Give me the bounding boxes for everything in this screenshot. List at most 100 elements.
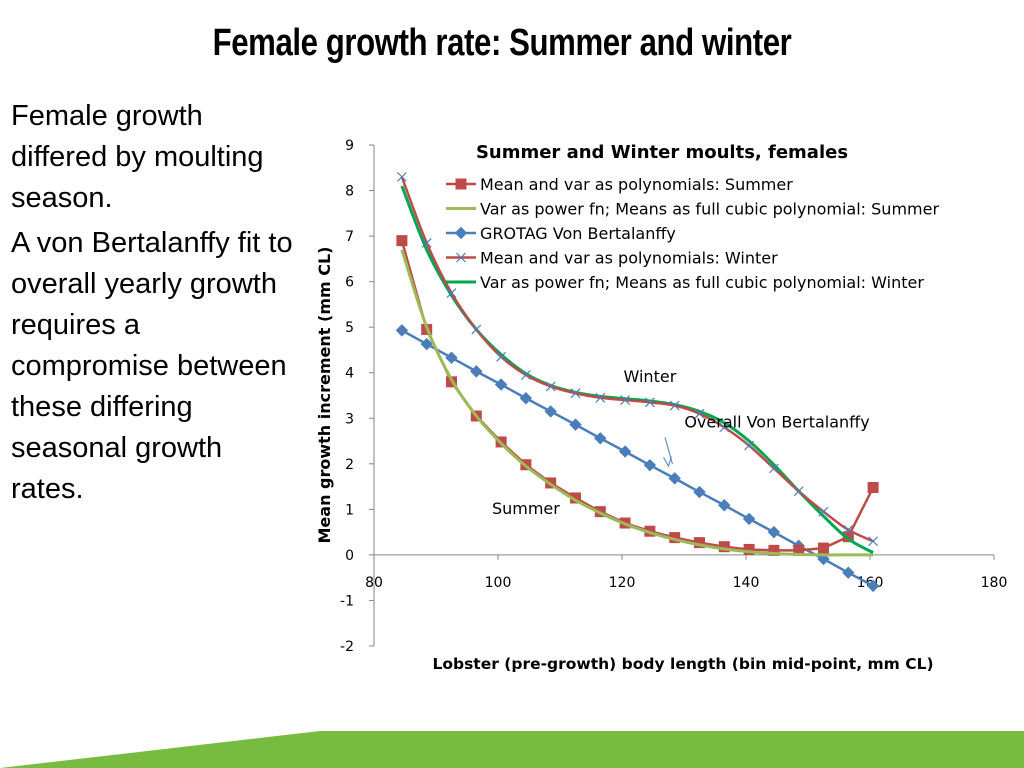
y-tick-label: 2 [345, 457, 354, 473]
legend-item: Var as power fn; Means as full cubic pol… [446, 273, 924, 292]
x-marker-stroke [496, 351, 507, 362]
data-point [445, 351, 458, 364]
annotation-label: Winter [624, 367, 677, 386]
y-tick-label: 6 [345, 275, 354, 291]
y-axis-label: Mean growth increment (mm CL) [315, 247, 334, 544]
x-marker-stroke [694, 408, 705, 419]
legend-item: Var as power fn; Means as full cubic pol… [446, 200, 939, 219]
data-point [594, 432, 607, 445]
data-point [868, 536, 879, 547]
chart-title: Summer and Winter moults, females [476, 142, 848, 163]
data-point [818, 506, 829, 517]
data-point [793, 486, 804, 497]
data-point [544, 405, 557, 418]
x-marker-stroke [595, 392, 606, 403]
legend-label: GROTAG Von Bertalanffy [480, 224, 676, 243]
data-point [520, 370, 531, 380]
legend-marker [454, 226, 468, 240]
legend-label: Var as power fn; Means as full cubic pol… [480, 273, 924, 292]
series-line [400, 249, 874, 557]
y-tick-label: 8 [345, 184, 354, 200]
x-marker-stroke [768, 463, 779, 474]
data-point [768, 463, 779, 474]
x-marker-stroke [446, 288, 457, 298]
y-tick-label: 1 [345, 502, 354, 518]
y-tick-label: 4 [345, 366, 354, 382]
series-3 [396, 171, 879, 547]
data-point [842, 566, 855, 579]
data-point [693, 485, 706, 499]
x-marker-stroke [644, 397, 655, 408]
data-point [494, 378, 508, 391]
series-2 [395, 324, 880, 593]
data-point [818, 542, 829, 554]
x-tick-label: 140 [733, 575, 760, 591]
x-marker-stroke [818, 506, 829, 517]
paragraph-von-bertalanffy: A von Bertalanffy fit to overall yearly … [11, 227, 293, 505]
x-marker-stroke [793, 486, 804, 497]
growth-chart: Summer and Winter moults, females Mean g… [315, 138, 1008, 673]
y-tick-label: 9 [345, 138, 354, 154]
legend-item: GROTAG Von Bertalanffy [446, 224, 676, 243]
data-point [471, 324, 482, 335]
data-point [569, 418, 582, 431]
x-marker-stroke [868, 536, 879, 547]
y-tick-label: 5 [345, 320, 354, 336]
data-point [420, 337, 433, 351]
x-marker-stroke [620, 395, 631, 405]
data-point [718, 541, 730, 553]
data-point [866, 579, 880, 593]
data-point [595, 392, 606, 403]
footer-green-band [0, 731, 1024, 768]
data-point [618, 445, 632, 458]
paragraph-growth-differed: Female growth differed by moulting seaso… [11, 100, 264, 214]
data-point [470, 365, 483, 378]
annotation-arrow-line [664, 437, 673, 465]
data-point [643, 458, 657, 472]
slide-title: Female growth rate: Summer and winter [212, 22, 792, 64]
data-point [396, 171, 407, 182]
data-point [742, 512, 756, 526]
legend-marker [455, 178, 467, 190]
data-point [421, 237, 432, 248]
data-point [396, 235, 408, 247]
data-point [718, 499, 731, 512]
annotation-label: Overall Von Bertalanffy [684, 412, 869, 431]
x-marker-stroke [421, 237, 432, 248]
x-marker-stroke [545, 381, 556, 392]
data-point [620, 395, 631, 405]
x-marker-stroke [744, 440, 755, 451]
data-point [694, 408, 705, 419]
x-marker-stroke [471, 324, 482, 335]
y-tick-label: 0 [345, 548, 354, 564]
legend-label: Var as power fn; Means as full cubic pol… [480, 200, 939, 219]
x-tick-label: 180 [981, 575, 1008, 591]
data-point [719, 422, 730, 433]
x-marker-stroke [396, 171, 407, 182]
data-point [843, 524, 854, 535]
data-point [519, 392, 533, 405]
data-point [867, 482, 879, 494]
legend-label: Mean and var as polynomials: Winter [480, 249, 778, 268]
legend-item: Mean and var as polynomials: Summer [446, 175, 793, 194]
data-point [545, 381, 556, 392]
legend-item: Mean and var as polynomials: Winter [446, 249, 778, 268]
x-marker-stroke [669, 400, 680, 411]
annotation-arrow-head [663, 456, 672, 468]
x-tick-label: 100 [485, 575, 512, 591]
series-line [401, 329, 874, 587]
data-point [668, 472, 681, 485]
legend-marker [456, 252, 466, 263]
data-point [744, 440, 755, 451]
x-marker-stroke [520, 370, 531, 380]
x-marker-stroke [456, 252, 466, 263]
y-tick-label: 3 [345, 411, 354, 427]
x-tick-label: 80 [365, 575, 383, 591]
data-point [395, 324, 409, 337]
legend-label: Mean and var as polynomials: Summer [480, 175, 793, 194]
data-point [669, 400, 680, 411]
x-marker-stroke [570, 388, 581, 399]
x-axis-label: Lobster (pre-growth) body length (bin mi… [432, 655, 933, 673]
x-tick-label: 120 [609, 575, 636, 591]
data-point [446, 288, 457, 298]
